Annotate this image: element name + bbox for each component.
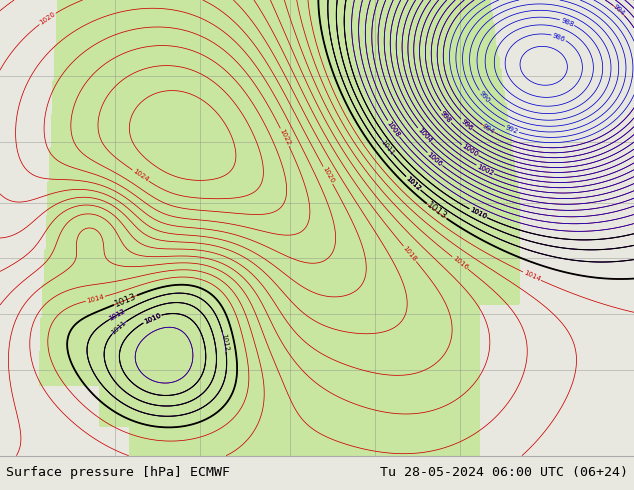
Text: 1006: 1006 (426, 151, 444, 168)
Text: 1018: 1018 (402, 245, 418, 263)
Text: 1006: 1006 (426, 151, 444, 168)
Text: 1000: 1000 (461, 143, 479, 158)
Text: 1012: 1012 (220, 333, 229, 351)
Text: 1008: 1008 (385, 120, 401, 138)
Text: 986: 986 (552, 32, 566, 43)
Text: 1008: 1008 (385, 120, 401, 138)
Text: 1010: 1010 (469, 207, 488, 220)
Text: 1010: 1010 (143, 312, 162, 325)
Text: 996: 996 (460, 118, 474, 131)
Text: 990: 990 (477, 90, 491, 104)
Text: 1020: 1020 (321, 166, 335, 185)
Text: 1010: 1010 (143, 312, 162, 325)
Text: 1010: 1010 (469, 207, 488, 220)
Text: 1016: 1016 (451, 255, 469, 271)
Text: 1011: 1011 (110, 319, 127, 336)
Text: 1004: 1004 (416, 127, 432, 144)
Text: 1012: 1012 (108, 308, 126, 322)
Text: 1020: 1020 (39, 11, 56, 26)
Text: 1012: 1012 (108, 308, 126, 322)
Text: 1013: 1013 (113, 292, 138, 309)
Text: Tu 28-05-2024 06:00 UTC (06+24): Tu 28-05-2024 06:00 UTC (06+24) (380, 466, 628, 479)
Text: 1014: 1014 (86, 294, 105, 304)
Text: 1010: 1010 (469, 207, 488, 220)
Text: 1014: 1014 (522, 270, 541, 283)
Text: 1012: 1012 (404, 175, 422, 192)
Text: 998: 998 (439, 110, 453, 124)
Text: 1004: 1004 (416, 127, 432, 144)
Text: 994: 994 (612, 3, 626, 17)
Text: 1024: 1024 (131, 168, 150, 183)
Text: Surface pressure [hPa] ECMWF: Surface pressure [hPa] ECMWF (6, 466, 230, 479)
Text: 1012: 1012 (404, 175, 422, 192)
Text: 1013: 1013 (425, 201, 448, 222)
Text: 996: 996 (460, 118, 474, 131)
Text: 988: 988 (560, 17, 574, 27)
Text: 998: 998 (439, 110, 453, 124)
Text: 992: 992 (505, 124, 519, 135)
Text: 1012: 1012 (404, 175, 422, 192)
Text: 1000: 1000 (461, 143, 479, 158)
Text: 1022: 1022 (278, 128, 291, 147)
Text: 1002: 1002 (476, 163, 495, 176)
Text: 1010: 1010 (143, 312, 162, 325)
Text: 1011: 1011 (380, 139, 396, 156)
Text: 1002: 1002 (476, 163, 495, 176)
Text: 994: 994 (481, 122, 496, 135)
